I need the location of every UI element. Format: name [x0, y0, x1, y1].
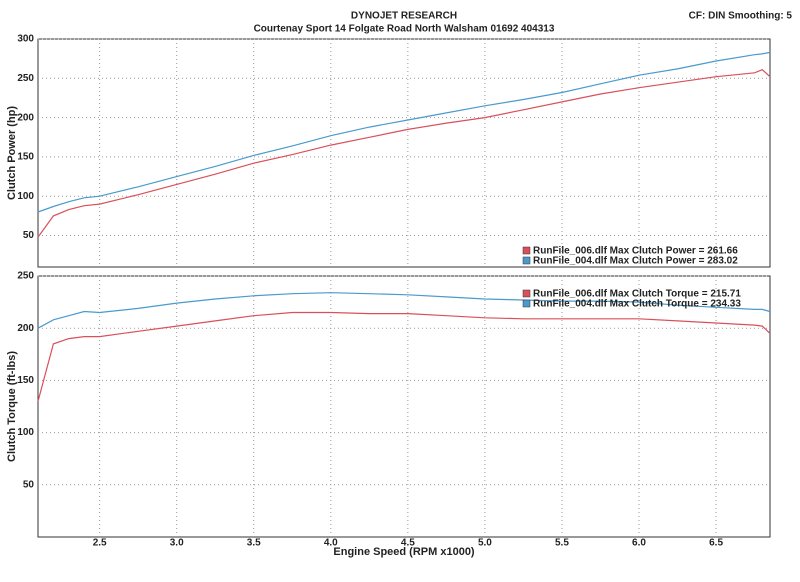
chart-subtitle: Courtenay Sport 14 Folgate Road North Wa…: [254, 24, 555, 35]
x-tick-label: 2.5: [93, 538, 107, 549]
legend-label: RunFile_004.dlf Max Clutch Torque = 234.…: [533, 299, 741, 310]
x-axis-label: Engine Speed (RPM x1000): [333, 546, 475, 558]
x-tick-label: 5.0: [478, 538, 492, 549]
legend-label: RunFile_006.dlf Max Clutch Power = 261.6…: [533, 246, 738, 257]
y-tick-label: 100: [17, 427, 34, 438]
legend-label: RunFile_004.dlf Max Clutch Power = 283.0…: [533, 256, 738, 267]
data-line: [37, 292, 771, 329]
legend-label: RunFile_006.dlf Max Clutch Torque = 215.…: [533, 289, 741, 300]
x-tick-label: 4.0: [324, 538, 338, 549]
y-tick-label: 50: [23, 479, 35, 490]
x-tick-label: 4.5: [401, 538, 415, 549]
x-tick-label: 6.5: [709, 538, 723, 549]
legend-swatch: [522, 256, 531, 265]
plot-area: [37, 275, 771, 538]
y-tick-label: 150: [17, 375, 34, 386]
y-tick-label: 150: [17, 152, 34, 163]
plot-area: [37, 38, 771, 268]
settings-note: CF: DIN Smoothing: 5: [689, 11, 793, 22]
y-axis-label: Clutch Torque (ft-lbs): [6, 351, 18, 462]
y-tick-label: 100: [17, 191, 34, 202]
y-axis-label: Clutch Power (hp): [6, 106, 18, 200]
data-line: [37, 69, 771, 238]
y-tick-label: 250: [17, 271, 34, 282]
legend-swatch: [522, 246, 531, 255]
chart-title: DYNOJET RESEARCH: [351, 11, 457, 22]
x-tick-label: 6.0: [632, 538, 646, 549]
data-line: [37, 51, 771, 213]
y-tick-label: 200: [17, 112, 34, 123]
y-tick-label: 200: [17, 323, 34, 334]
legend-swatch: [522, 289, 531, 298]
data-line: [37, 311, 771, 402]
y-tick-label: 300: [17, 34, 34, 45]
x-tick-label: 5.5: [555, 538, 569, 549]
x-tick-label: 3.5: [247, 538, 261, 549]
legend-swatch: [522, 299, 531, 308]
y-tick-label: 250: [17, 73, 34, 84]
x-tick-label: 3.0: [170, 538, 184, 549]
y-tick-label: 50: [23, 230, 35, 241]
